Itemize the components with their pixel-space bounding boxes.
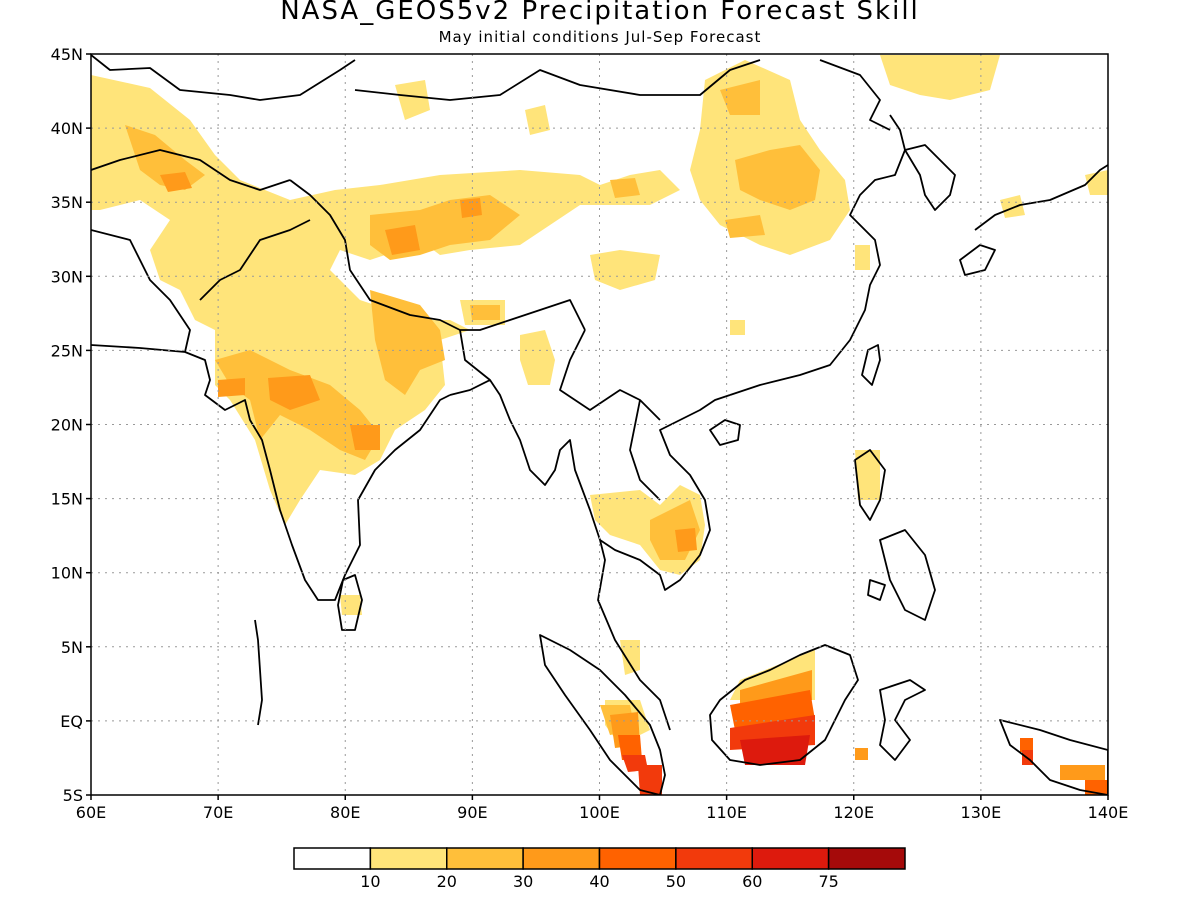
colorbar-label: 10 — [360, 872, 380, 891]
y-tick-label: EQ — [60, 712, 83, 731]
y-tick-label: 15N — [51, 490, 83, 509]
colorbar: 10 20 30 40 50 60 75 — [293, 847, 906, 891]
coastlines — [91, 54, 1108, 795]
colorbar-swatch — [675, 847, 753, 870]
colorbar-swatch — [446, 847, 524, 870]
graticule — [91, 54, 1108, 795]
x-tick-label: 130E — [961, 803, 1002, 822]
colorbar-label: 30 — [513, 872, 533, 891]
x-tick-label: 80E — [330, 803, 360, 822]
colorbar-label: 75 — [818, 872, 838, 891]
colorbar-swatch — [827, 847, 906, 870]
colorbar-swatch — [369, 847, 448, 870]
y-tick-label: 20N — [51, 416, 83, 435]
y-tick-label: 10N — [51, 564, 83, 583]
x-tick-label: 120E — [833, 803, 874, 822]
y-tick-label: 45N — [51, 45, 83, 64]
skill-shading — [91, 55, 1108, 795]
x-tick-label: 70E — [203, 803, 233, 822]
x-tick-label: 90E — [457, 803, 487, 822]
colorbar-label: 50 — [666, 872, 686, 891]
colorbar-swatch — [293, 847, 372, 870]
x-tick-label: 100E — [579, 803, 620, 822]
x-tick-label: 110E — [706, 803, 747, 822]
y-tick-label: 40N — [51, 119, 83, 138]
y-tick-label: 5S — [63, 786, 83, 805]
map-subtitle: May initial conditions Jul-Sep Forecast — [438, 28, 762, 46]
y-tick-label: 25N — [51, 341, 83, 360]
colorbar-label: 20 — [437, 872, 457, 891]
y-tick-label: 35N — [51, 193, 83, 212]
colorbar-swatch — [751, 847, 830, 870]
x-tick-label: 60E — [76, 803, 106, 822]
y-tick-label: 30N — [51, 267, 83, 286]
colorbar-swatch — [522, 847, 601, 870]
colorbar-swatch — [598, 847, 677, 870]
x-axis-ticks: 60E 70E 80E 90E 100E 110E 120E 130E 140E — [76, 795, 1129, 822]
y-tick-label: 5N — [61, 638, 83, 657]
x-tick-label: 140E — [1088, 803, 1129, 822]
map-frame — [90, 53, 1109, 796]
colorbar-label: 60 — [742, 872, 762, 891]
colorbar-label: 40 — [589, 872, 609, 891]
y-axis-ticks: 5S EQ 5N 10N 15N 20N 25N 30N 35N 40N 45N — [51, 45, 91, 805]
map-title: NASA_GEOS5v2 Precipitation Forecast Skil… — [280, 0, 920, 26]
